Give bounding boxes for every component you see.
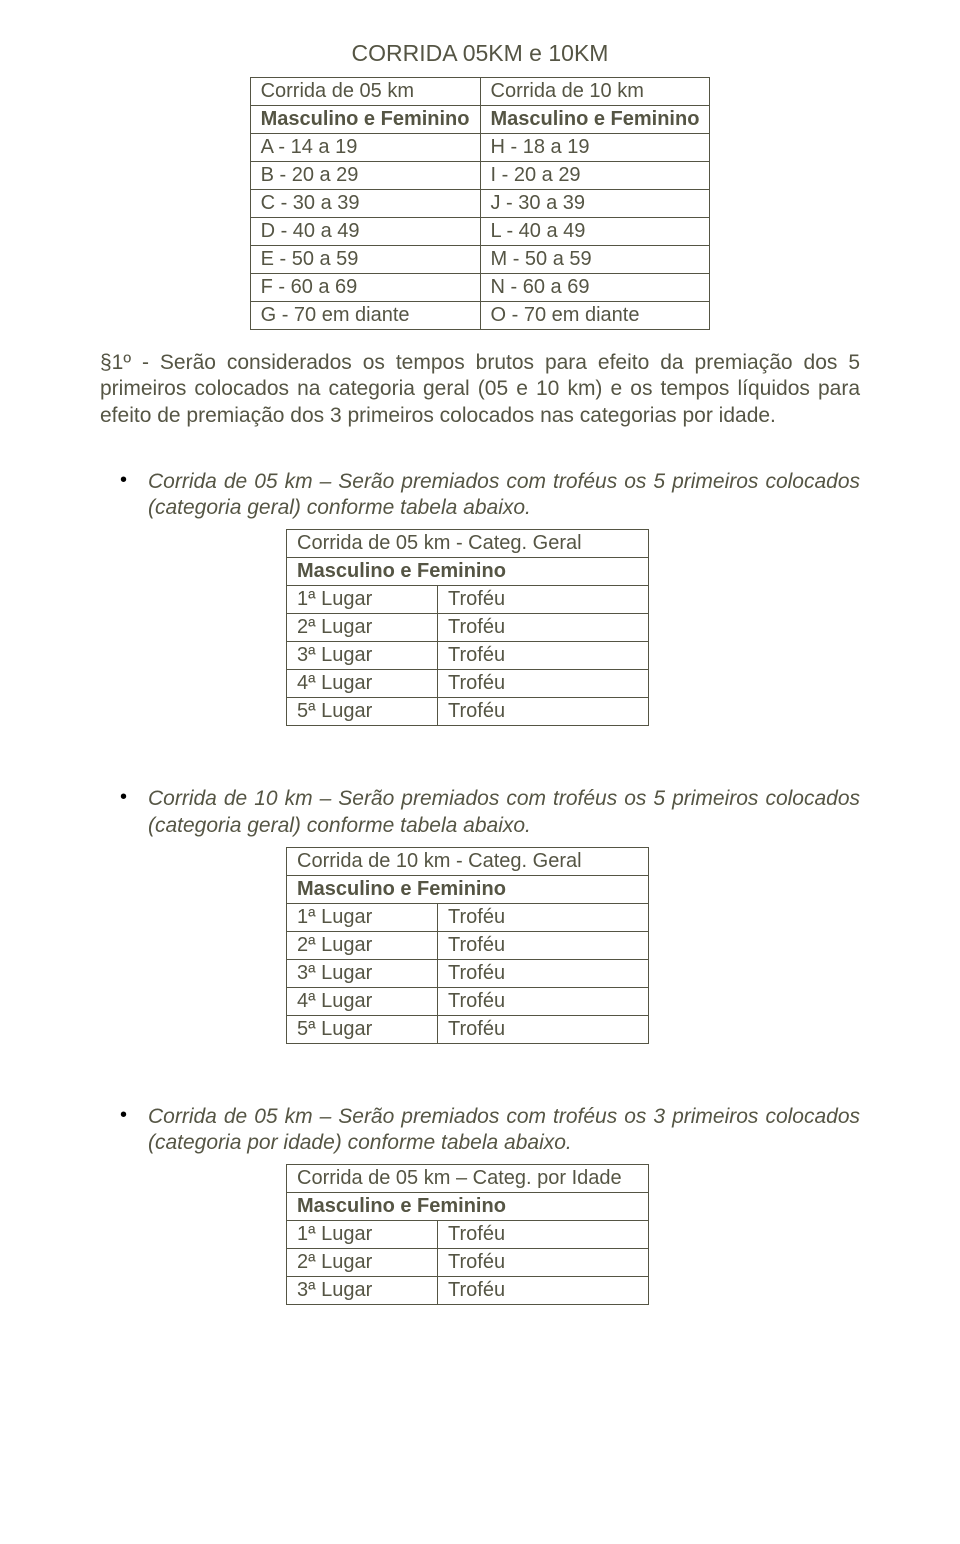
table-row: A - 14 a 19 H - 18 a 19 (250, 134, 710, 162)
table-cell: Troféu (438, 1015, 649, 1043)
table-cell: C - 30 a 39 (250, 190, 480, 218)
table-cell: G - 70 em diante (250, 302, 480, 330)
table-cell: Troféu (438, 1249, 649, 1277)
table-cell: Troféu (438, 698, 649, 726)
table-row: Corrida de 05 km – Categ. por Idade (287, 1165, 649, 1193)
bullet-list: Corrida de 05 km – Serão premiados com t… (100, 469, 860, 1306)
prize-table-05km-idade: Corrida de 05 km – Categ. por Idade Masc… (286, 1164, 649, 1305)
table-cell: 4ª Lugar (287, 987, 438, 1015)
table-row: Masculino e Feminino (287, 875, 649, 903)
table-cell: N - 60 a 69 (480, 274, 710, 302)
table-cell: Troféu (438, 1277, 649, 1305)
table-row: 4ª LugarTroféu (287, 987, 649, 1015)
table-subheader: Masculino e Feminino (250, 106, 480, 134)
table-cell: Troféu (438, 987, 649, 1015)
table-cell: Troféu (438, 670, 649, 698)
prize-table-10km-geral: Corrida de 10 km - Categ. Geral Masculin… (286, 847, 649, 1044)
prize-table-title: Corrida de 10 km - Categ. Geral (287, 847, 649, 875)
list-item: Corrida de 05 km – Serão premiados com t… (100, 1104, 860, 1306)
table-cell: A - 14 a 19 (250, 134, 480, 162)
table-row: C - 30 a 39 J - 30 a 39 (250, 190, 710, 218)
table-cell: J - 30 a 39 (480, 190, 710, 218)
table-cell: D - 40 a 49 (250, 218, 480, 246)
table-row: E - 50 a 59 M - 50 a 59 (250, 246, 710, 274)
table-cell: Troféu (438, 903, 649, 931)
table-cell: Troféu (438, 586, 649, 614)
table-cell: 1ª Lugar (287, 586, 438, 614)
table-row: 5ª LugarTroféu (287, 698, 649, 726)
table-cell: 2ª Lugar (287, 614, 438, 642)
list-item: Corrida de 10 km – Serão premiados com t… (100, 786, 860, 1044)
table-cell: 3ª Lugar (287, 959, 438, 987)
table-cell: Troféu (438, 642, 649, 670)
table-header: Corrida de 05 km (250, 78, 480, 106)
table-cell: 1ª Lugar (287, 903, 438, 931)
table-row: Masculino e Feminino (287, 558, 649, 586)
table-row: 1ª LugarTroféu (287, 903, 649, 931)
table-row: 4ª LugarTroféu (287, 670, 649, 698)
table-row: F - 60 a 69 N - 60 a 69 (250, 274, 710, 302)
prize-table-05km-geral: Corrida de 05 km - Categ. Geral Masculin… (286, 529, 649, 726)
table-cell: 3ª Lugar (287, 1277, 438, 1305)
table-row: 3ª LugarTroféu (287, 642, 649, 670)
categories-table: Corrida de 05 km Corrida de 10 km Mascul… (250, 77, 711, 330)
table-row: 2ª LugarTroféu (287, 614, 649, 642)
table-cell: 3ª Lugar (287, 642, 438, 670)
paragraph-rules: §1º - Serão considerados os tempos bruto… (100, 350, 860, 429)
page-title: CORRIDA 05KM e 10KM (100, 40, 860, 67)
prize-table-sub: Masculino e Feminino (287, 875, 649, 903)
table-row: 1ª LugarTroféu (287, 1221, 649, 1249)
table-row: G - 70 em diante O - 70 em diante (250, 302, 710, 330)
table-row: 5ª LugarTroféu (287, 1015, 649, 1043)
table-row: B - 20 a 29 I - 20 a 29 (250, 162, 710, 190)
table-row: 2ª LugarTroféu (287, 931, 649, 959)
bullet-text: Corrida de 10 km – Serão premiados com t… (148, 786, 860, 839)
bullet-text: Corrida de 05 km – Serão premiados com t… (148, 469, 860, 522)
prize-table-sub: Masculino e Feminino (287, 558, 649, 586)
table-row: 3ª LugarTroféu (287, 1277, 649, 1305)
table-row: Corrida de 05 km Corrida de 10 km (250, 78, 710, 106)
table-subheader: Masculino e Feminino (480, 106, 710, 134)
table-cell: 4ª Lugar (287, 670, 438, 698)
table-cell: 1ª Lugar (287, 1221, 438, 1249)
table-cell: 2ª Lugar (287, 931, 438, 959)
prize-table-title: Corrida de 05 km - Categ. Geral (287, 530, 649, 558)
table-cell: E - 50 a 59 (250, 246, 480, 274)
table-row: Masculino e Feminino (287, 1193, 649, 1221)
table-row: Masculino e Feminino Masculino e Feminin… (250, 106, 710, 134)
table-cell: Troféu (438, 959, 649, 987)
list-item: Corrida de 05 km – Serão premiados com t… (100, 469, 860, 727)
table-cell: Troféu (438, 931, 649, 959)
table-cell: I - 20 a 29 (480, 162, 710, 190)
table-cell: B - 20 a 29 (250, 162, 480, 190)
table-cell: 5ª Lugar (287, 698, 438, 726)
table-cell: F - 60 a 69 (250, 274, 480, 302)
table-cell: 2ª Lugar (287, 1249, 438, 1277)
table-row: Corrida de 05 km - Categ. Geral (287, 530, 649, 558)
table-row: D - 40 a 49 L - 40 a 49 (250, 218, 710, 246)
prize-table-sub: Masculino e Feminino (287, 1193, 649, 1221)
table-header: Corrida de 10 km (480, 78, 710, 106)
table-cell: L - 40 a 49 (480, 218, 710, 246)
table-row: 3ª LugarTroféu (287, 959, 649, 987)
table-cell: Troféu (438, 1221, 649, 1249)
table-cell: 5ª Lugar (287, 1015, 438, 1043)
table-cell: H - 18 a 19 (480, 134, 710, 162)
table-cell: Troféu (438, 614, 649, 642)
table-cell: M - 50 a 59 (480, 246, 710, 274)
bullet-text: Corrida de 05 km – Serão premiados com t… (148, 1104, 860, 1157)
prize-table-title: Corrida de 05 km – Categ. por Idade (287, 1165, 649, 1193)
table-cell: O - 70 em diante (480, 302, 710, 330)
table-row: 2ª LugarTroféu (287, 1249, 649, 1277)
table-row: Corrida de 10 km - Categ. Geral (287, 847, 649, 875)
table-row: 1ª LugarTroféu (287, 586, 649, 614)
